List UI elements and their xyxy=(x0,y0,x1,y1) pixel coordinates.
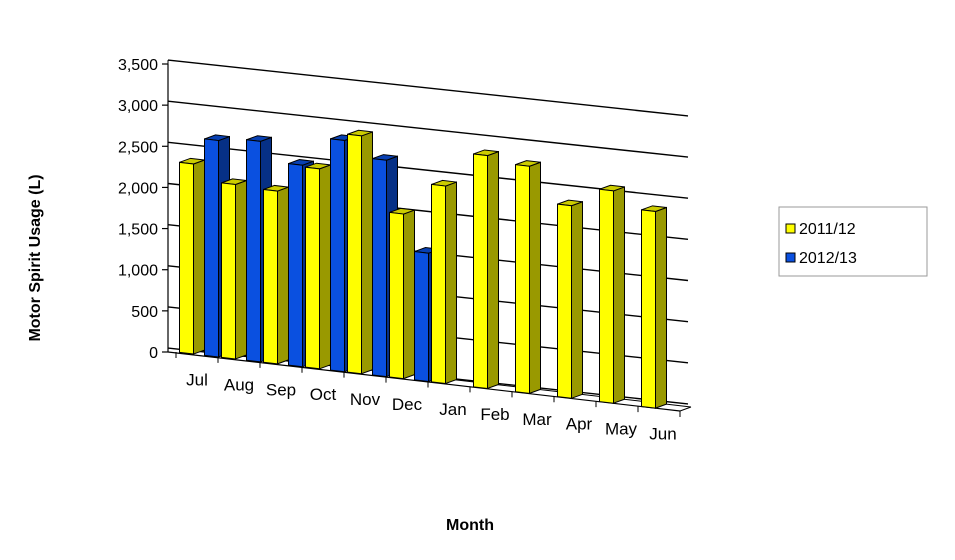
bar-2011-12-mar-side xyxy=(529,161,541,395)
bar-2012-13-sep-front xyxy=(288,163,303,368)
x-tick-label-jul: Jul xyxy=(186,370,208,389)
bar-2011-12-may-front xyxy=(599,188,614,404)
bar-2011-12-may xyxy=(599,184,625,404)
bar-2012-13-jul-front xyxy=(204,138,219,358)
x-tick-label-sep: Sep xyxy=(266,380,296,399)
bar-2011-12-mar-front xyxy=(515,164,530,394)
bar-2011-12-apr-side xyxy=(571,201,583,400)
y-tick-label: 3,000 xyxy=(118,98,158,115)
y-tick-label: 1,500 xyxy=(118,222,158,239)
bar-2011-12-oct xyxy=(305,162,331,370)
bar-2012-13-dec-front xyxy=(414,250,429,383)
x-tick-label-mar: Mar xyxy=(522,410,552,429)
bar-2011-12-mar xyxy=(515,160,541,395)
y-tick-label: 0 xyxy=(149,345,158,362)
floor-right-edge xyxy=(679,406,692,412)
x-tick-label-jan: Jan xyxy=(439,400,466,419)
bar-2011-12-jul xyxy=(179,157,205,355)
bar-2011-12-sep-front xyxy=(263,188,278,365)
bar-2011-12-apr-front xyxy=(557,203,572,399)
bar-2011-12-may-side xyxy=(613,186,625,404)
bar-2011-12-dec xyxy=(389,207,415,380)
bar-2011-12-jan-front xyxy=(431,183,446,385)
bar-2011-12-nov xyxy=(347,129,373,375)
bar-2011-12-feb-front xyxy=(473,153,488,390)
bar-2011-12-aug-front xyxy=(221,182,236,360)
bar-2011-12-feb xyxy=(473,149,499,390)
bar-2011-12-dec-front xyxy=(389,211,404,380)
bar-2011-12-jul-side xyxy=(193,159,205,355)
gridline-3-500 xyxy=(167,59,689,117)
legend-label-2012-13: 2012/13 xyxy=(799,250,857,267)
bar-2011-12-jan-side xyxy=(445,181,457,385)
x-axis-title: Month xyxy=(446,517,494,534)
bar-2011-12-nov-front xyxy=(347,133,362,375)
x-tick-label-aug: Aug xyxy=(224,375,254,394)
bar-2011-12-sep-side xyxy=(277,186,289,365)
legend-box xyxy=(778,206,928,277)
bar-2011-12-jul-front xyxy=(179,161,194,355)
x-tick-label-may: May xyxy=(605,420,638,439)
bar-2012-13-aug-front xyxy=(246,139,261,363)
legend-swatch-2011-12 xyxy=(785,223,796,234)
bar-2011-12-apr xyxy=(557,199,583,400)
bar-2011-12-aug-side xyxy=(235,179,247,360)
legend-swatch-2012-13 xyxy=(785,252,796,263)
x-tick-label-dec: Dec xyxy=(392,395,423,414)
bar-2011-12-aug xyxy=(221,178,247,360)
bar-2011-12-oct-side xyxy=(319,164,331,370)
bar-2011-12-oct-front xyxy=(305,166,320,370)
y-tick-label: 1,000 xyxy=(118,263,158,280)
bar-2011-12-dec-side xyxy=(403,209,415,380)
bar-2011-12-nov-side xyxy=(361,131,373,375)
legend: 2011/12 2012/13 xyxy=(778,206,928,277)
x-tick-label-jun: Jun xyxy=(649,425,676,444)
legend-label-2011-12: 2011/12 xyxy=(799,221,856,238)
bar-2011-12-jun-side xyxy=(655,206,667,409)
y-tick-label: 3,500 xyxy=(118,57,158,74)
bar-2012-13-oct-front xyxy=(330,138,345,373)
bar-2011-12-jun xyxy=(641,205,667,409)
bar-2011-12-sep xyxy=(263,184,289,365)
y-tick-label: 2,500 xyxy=(118,139,158,156)
bar-2012-13-nov-front xyxy=(372,158,387,378)
x-tick-label-nov: Nov xyxy=(350,390,381,409)
bar-2011-12-feb-side xyxy=(487,150,499,390)
x-tick-label-apr: Apr xyxy=(566,415,593,434)
gridline-3-000 xyxy=(167,100,689,158)
bar-2011-12-jan xyxy=(431,179,457,385)
y-axis-title: Motor Spirit Usage (L) xyxy=(27,174,44,341)
bar-2011-12-jun-front xyxy=(641,209,656,409)
y-tick-label: 2,000 xyxy=(118,180,158,197)
x-tick-label-oct: Oct xyxy=(310,385,337,404)
x-tick-label-feb: Feb xyxy=(480,405,509,424)
y-tick-label: 500 xyxy=(131,304,158,321)
